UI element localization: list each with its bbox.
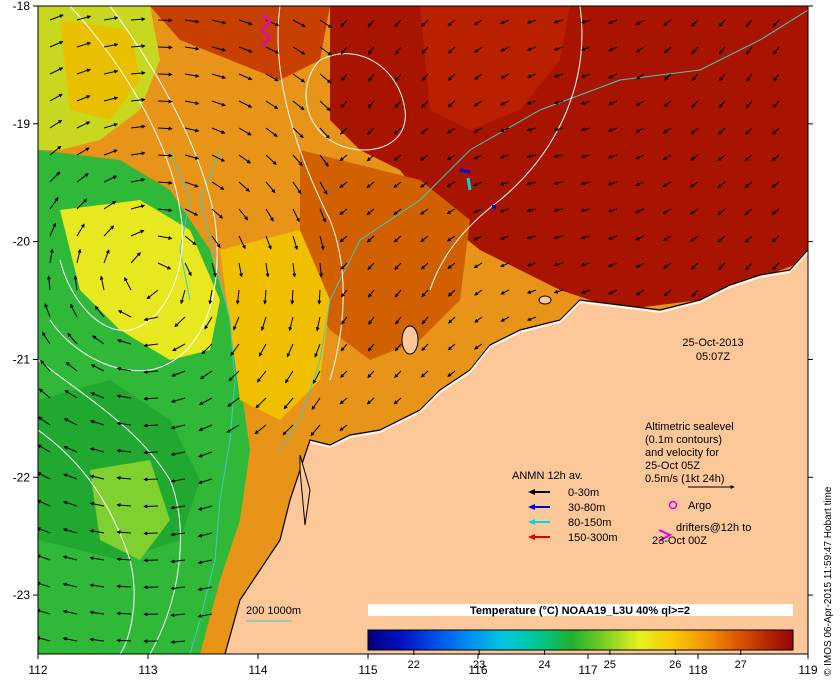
- altimetry-note-line3: and velocity for: [645, 447, 719, 459]
- plot-frame: [37, 5, 809, 655]
- legend-arrowhead-icon: [528, 534, 535, 540]
- colorbar-title: Temperature (°C) NOAA19_L3U 40% ql>=2: [470, 605, 690, 617]
- credit-text: © IMOS 06-Apr-2015 11:59:47 Hobart time: [823, 486, 834, 677]
- colorbar-tick-label: 23: [473, 659, 485, 671]
- y-tick-label: -20: [13, 235, 31, 249]
- y-tick-label: -23: [13, 588, 31, 602]
- x-tick-label: 115: [358, 663, 377, 677]
- altimetry-note-line4: 25-Oct 05Z: [645, 460, 700, 472]
- colorbar-ramp: [367, 629, 794, 651]
- x-tick-label: 117: [578, 663, 597, 677]
- y-tick-label: -21: [13, 352, 31, 366]
- y-tick-label: -19: [13, 117, 31, 131]
- colorbar-tick-label: 25: [604, 659, 616, 671]
- anmn-legend-title: ANMN 12h av.: [512, 470, 583, 482]
- legend-item-label: 150-300m: [568, 532, 618, 544]
- legend-item-label: 80-150m: [568, 517, 611, 529]
- x-tick-label: 113: [138, 663, 157, 677]
- altimetry-note-line1: Altimetric sealevel: [645, 421, 734, 433]
- sst-field: [38, 6, 808, 654]
- credit-text-wrap: © IMOS 06-Apr-2015 11:59:47 Hobart time: [822, 400, 834, 677]
- mooring-marker: [466, 177, 472, 191]
- time-label: 05:07Z: [696, 351, 731, 363]
- bathymetry-label: 200 1000m: [246, 605, 301, 617]
- velocity-arrows: [38, 14, 780, 645]
- legend-item-label: 0-30m: [568, 487, 599, 499]
- x-tick-label: 118: [688, 663, 707, 677]
- argo-label: Argo: [688, 500, 711, 512]
- x-tick-label: 116: [468, 663, 487, 677]
- anmn-legend: ANMN 12h av. 0-30m30-80m80-150m150-300m …: [512, 470, 751, 547]
- drifter-marker-icon: [658, 529, 673, 542]
- date-label: 25-Oct-2013: [682, 337, 743, 349]
- y-tick-label: -22: [13, 470, 31, 484]
- colorbar-tick-label: 22: [408, 659, 420, 671]
- legend-arrowhead-icon: [528, 519, 535, 525]
- colorbar: Temperature (°C) NOAA19_L3U 40% ql>=2 22…: [367, 604, 794, 671]
- x-axis: 112 113 114 115 116 117 118 119: [28, 654, 818, 677]
- legend-arrowhead-icon: [528, 504, 535, 510]
- x-tick-label: 114: [248, 663, 267, 677]
- drifters-label-line2: 23-Oct 00Z: [652, 535, 707, 547]
- argo-marker-icon: [668, 500, 678, 510]
- colorbar-tick-label: 27: [735, 659, 747, 671]
- altimetry-note-line2: (0.1m contours): [645, 434, 722, 446]
- mooring-marker: [492, 205, 496, 209]
- y-axis: -18 -19 -20 -21 -22 -23: [13, 0, 813, 602]
- x-tick-label: 112: [28, 663, 47, 677]
- y-tick-label: -18: [13, 0, 31, 13]
- colorbar-tick-label: 26: [669, 659, 681, 671]
- altimetry-note-line5: 0.5m/s (1kt 24h): [645, 473, 724, 485]
- drifters-label-line1: drifters@12h to: [676, 522, 751, 534]
- drifter-track: [261, 13, 272, 47]
- colorbar-tick-label: 24: [538, 659, 550, 671]
- legend-arrowhead-icon: [528, 489, 535, 495]
- mooring-marker: [459, 168, 471, 174]
- legend-item-label: 30-80m: [568, 502, 605, 514]
- x-tick-label: 119: [798, 663, 817, 677]
- colorbar-title-bg: [368, 604, 793, 616]
